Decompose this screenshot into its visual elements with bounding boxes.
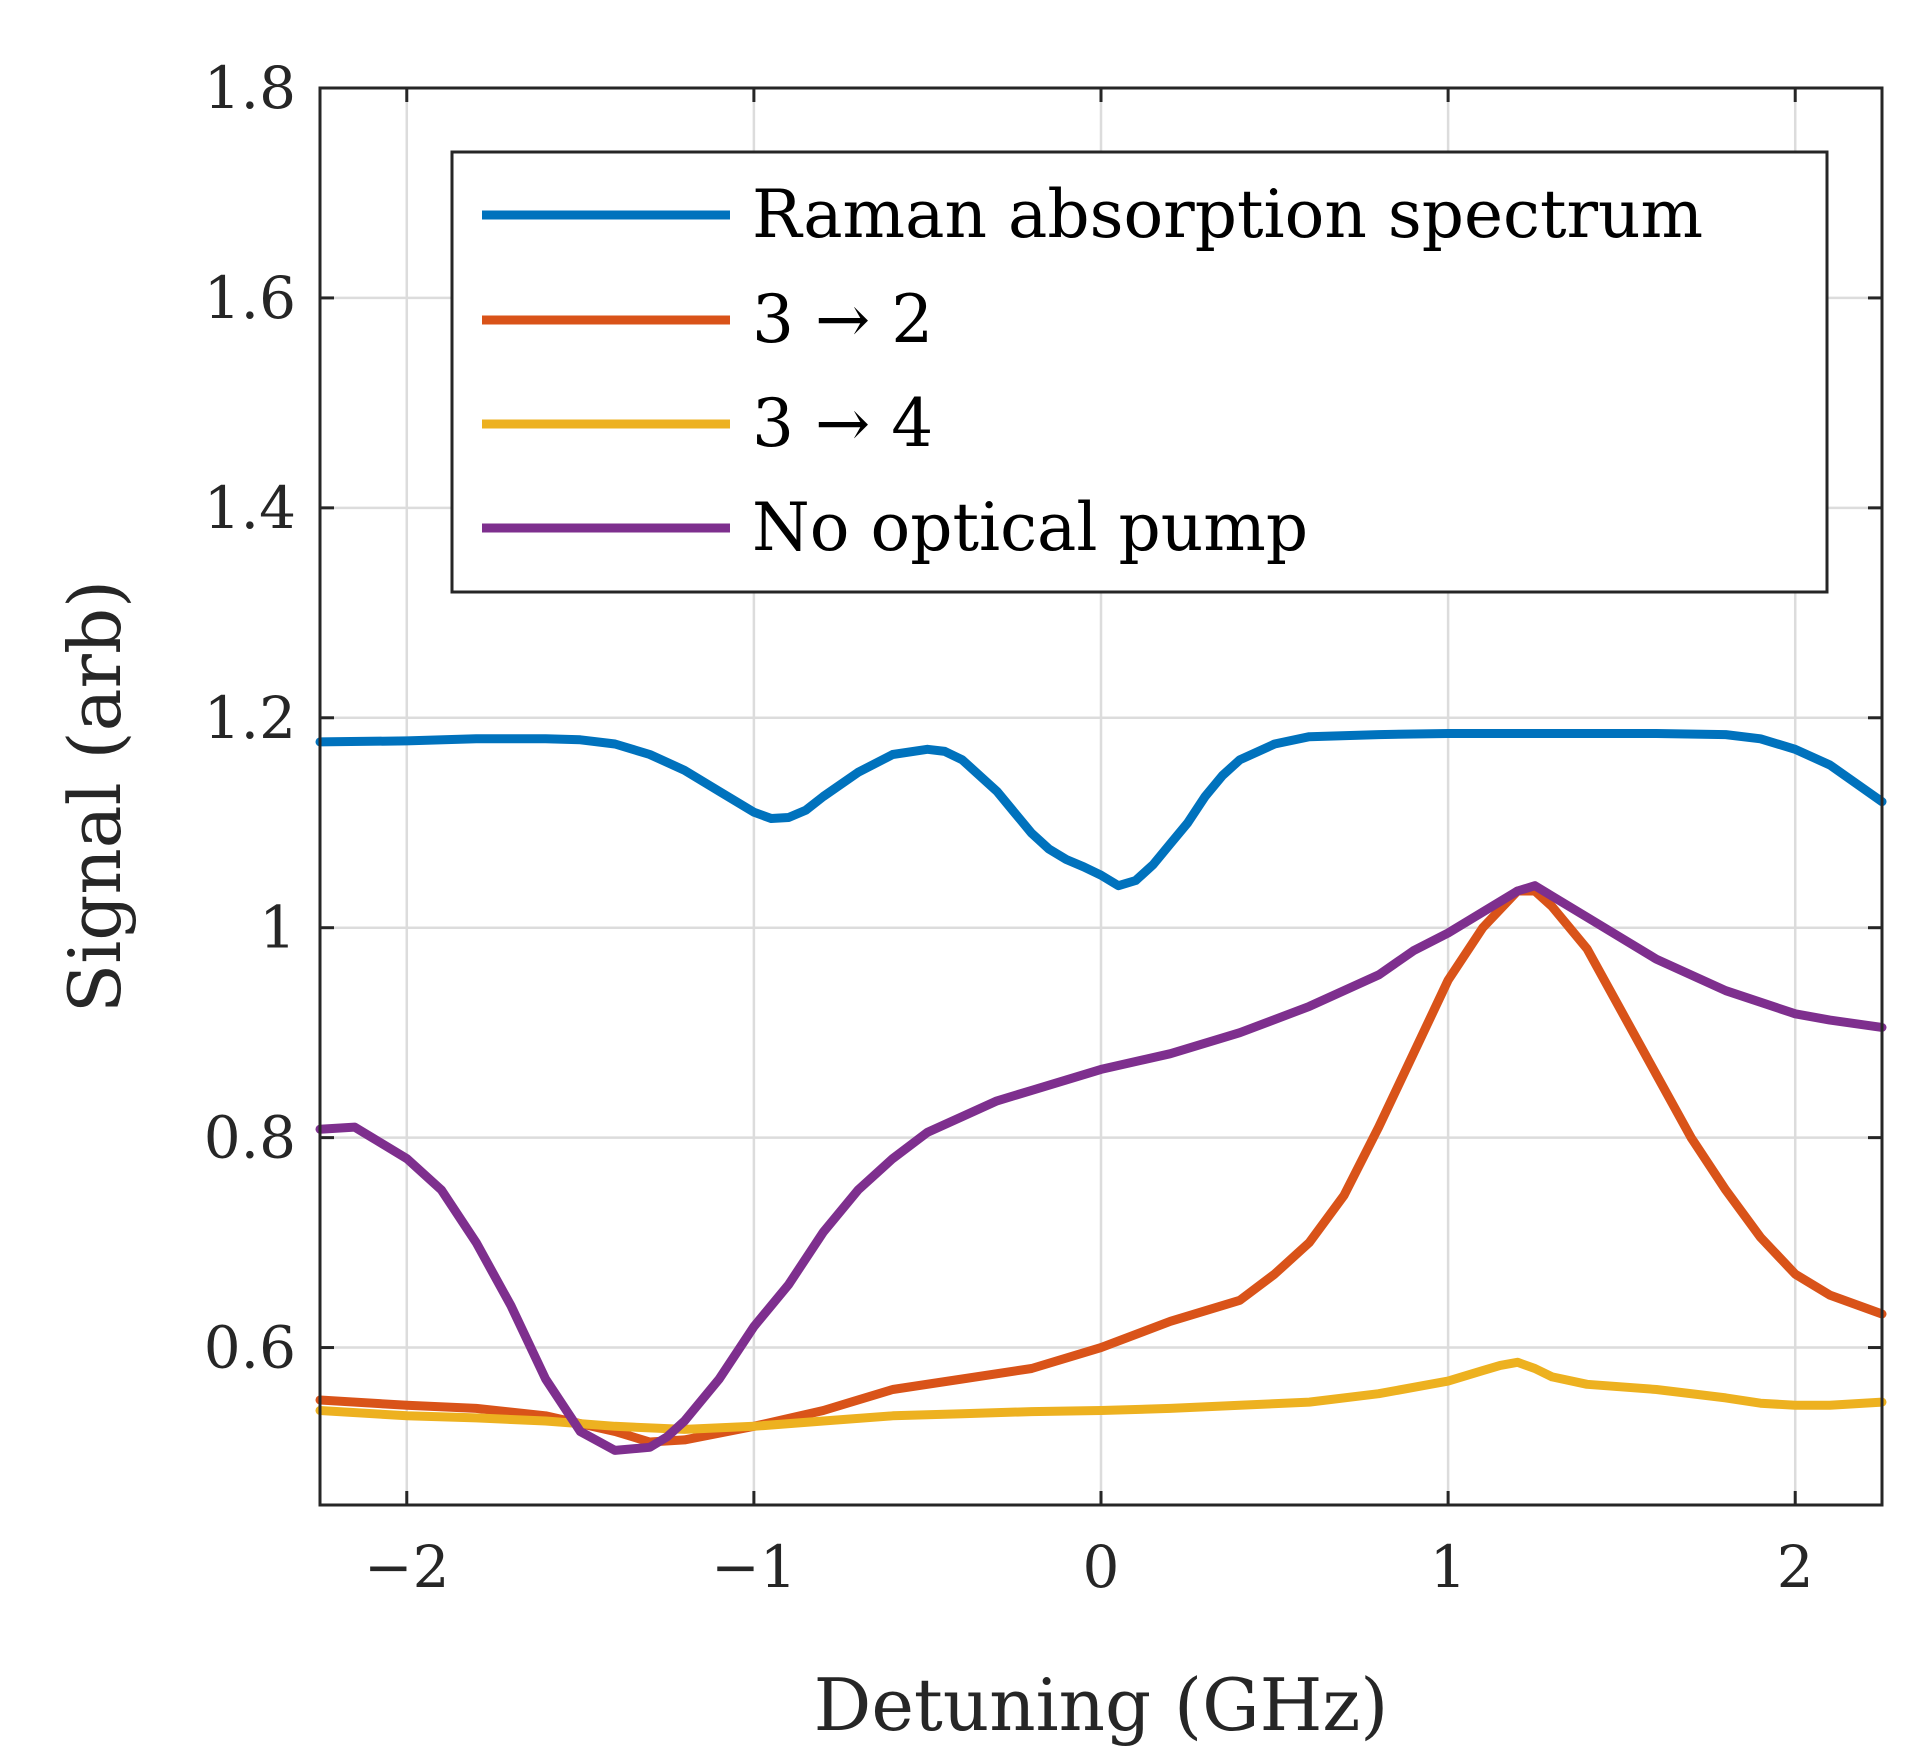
x-tick-label: −1	[711, 1533, 797, 1601]
tick-marks	[320, 86, 1882, 1505]
legend: Raman absorption spectrum 3 → 2 3 → 4 No op…	[450, 150, 1829, 594]
y-tick-label: 1.8	[204, 54, 296, 122]
y-tick-label: 1	[259, 894, 296, 962]
y-tick-label: 1.6	[204, 264, 296, 332]
series-line-3-4	[315, 1357, 1887, 1434]
y-tick-label: 0.6	[204, 1314, 296, 1382]
legend-label-no-optical-pump: No optical pump	[752, 489, 1308, 566]
series-lines	[315, 729, 1887, 1455]
x-tick-label: 1	[1430, 1533, 1467, 1601]
y-tick-label: 0.8	[204, 1104, 296, 1172]
legend-label-raman-absorption-spectrum: Raman absorption spectrum	[752, 176, 1703, 253]
series-line-no-optical-pump	[315, 881, 1887, 1455]
x-axis-label: Detuning (GHz)	[814, 1663, 1389, 1747]
legend-label-3-4: 3 → 4	[752, 385, 933, 462]
series-line-raman-absorption-spectrum	[315, 729, 1887, 891]
legend-box	[450, 150, 1829, 594]
y-tick-labels: 0.6 0.8 1 1.2 1.4 1.6 1.8	[204, 54, 296, 1382]
legend-label-3-2: 3 → 2	[752, 281, 933, 358]
y-tick-label: 1.4	[204, 474, 296, 542]
x-tick-label: 2	[1777, 1533, 1814, 1601]
x-tick-label: 0	[1083, 1533, 1120, 1601]
x-tick-labels: −2 −1 0 1 2	[364, 1533, 1814, 1601]
y-tick-label: 1.2	[204, 684, 296, 752]
x-tick-label: −2	[364, 1533, 450, 1601]
y-axis-label: Signal (arb)	[53, 580, 137, 1013]
